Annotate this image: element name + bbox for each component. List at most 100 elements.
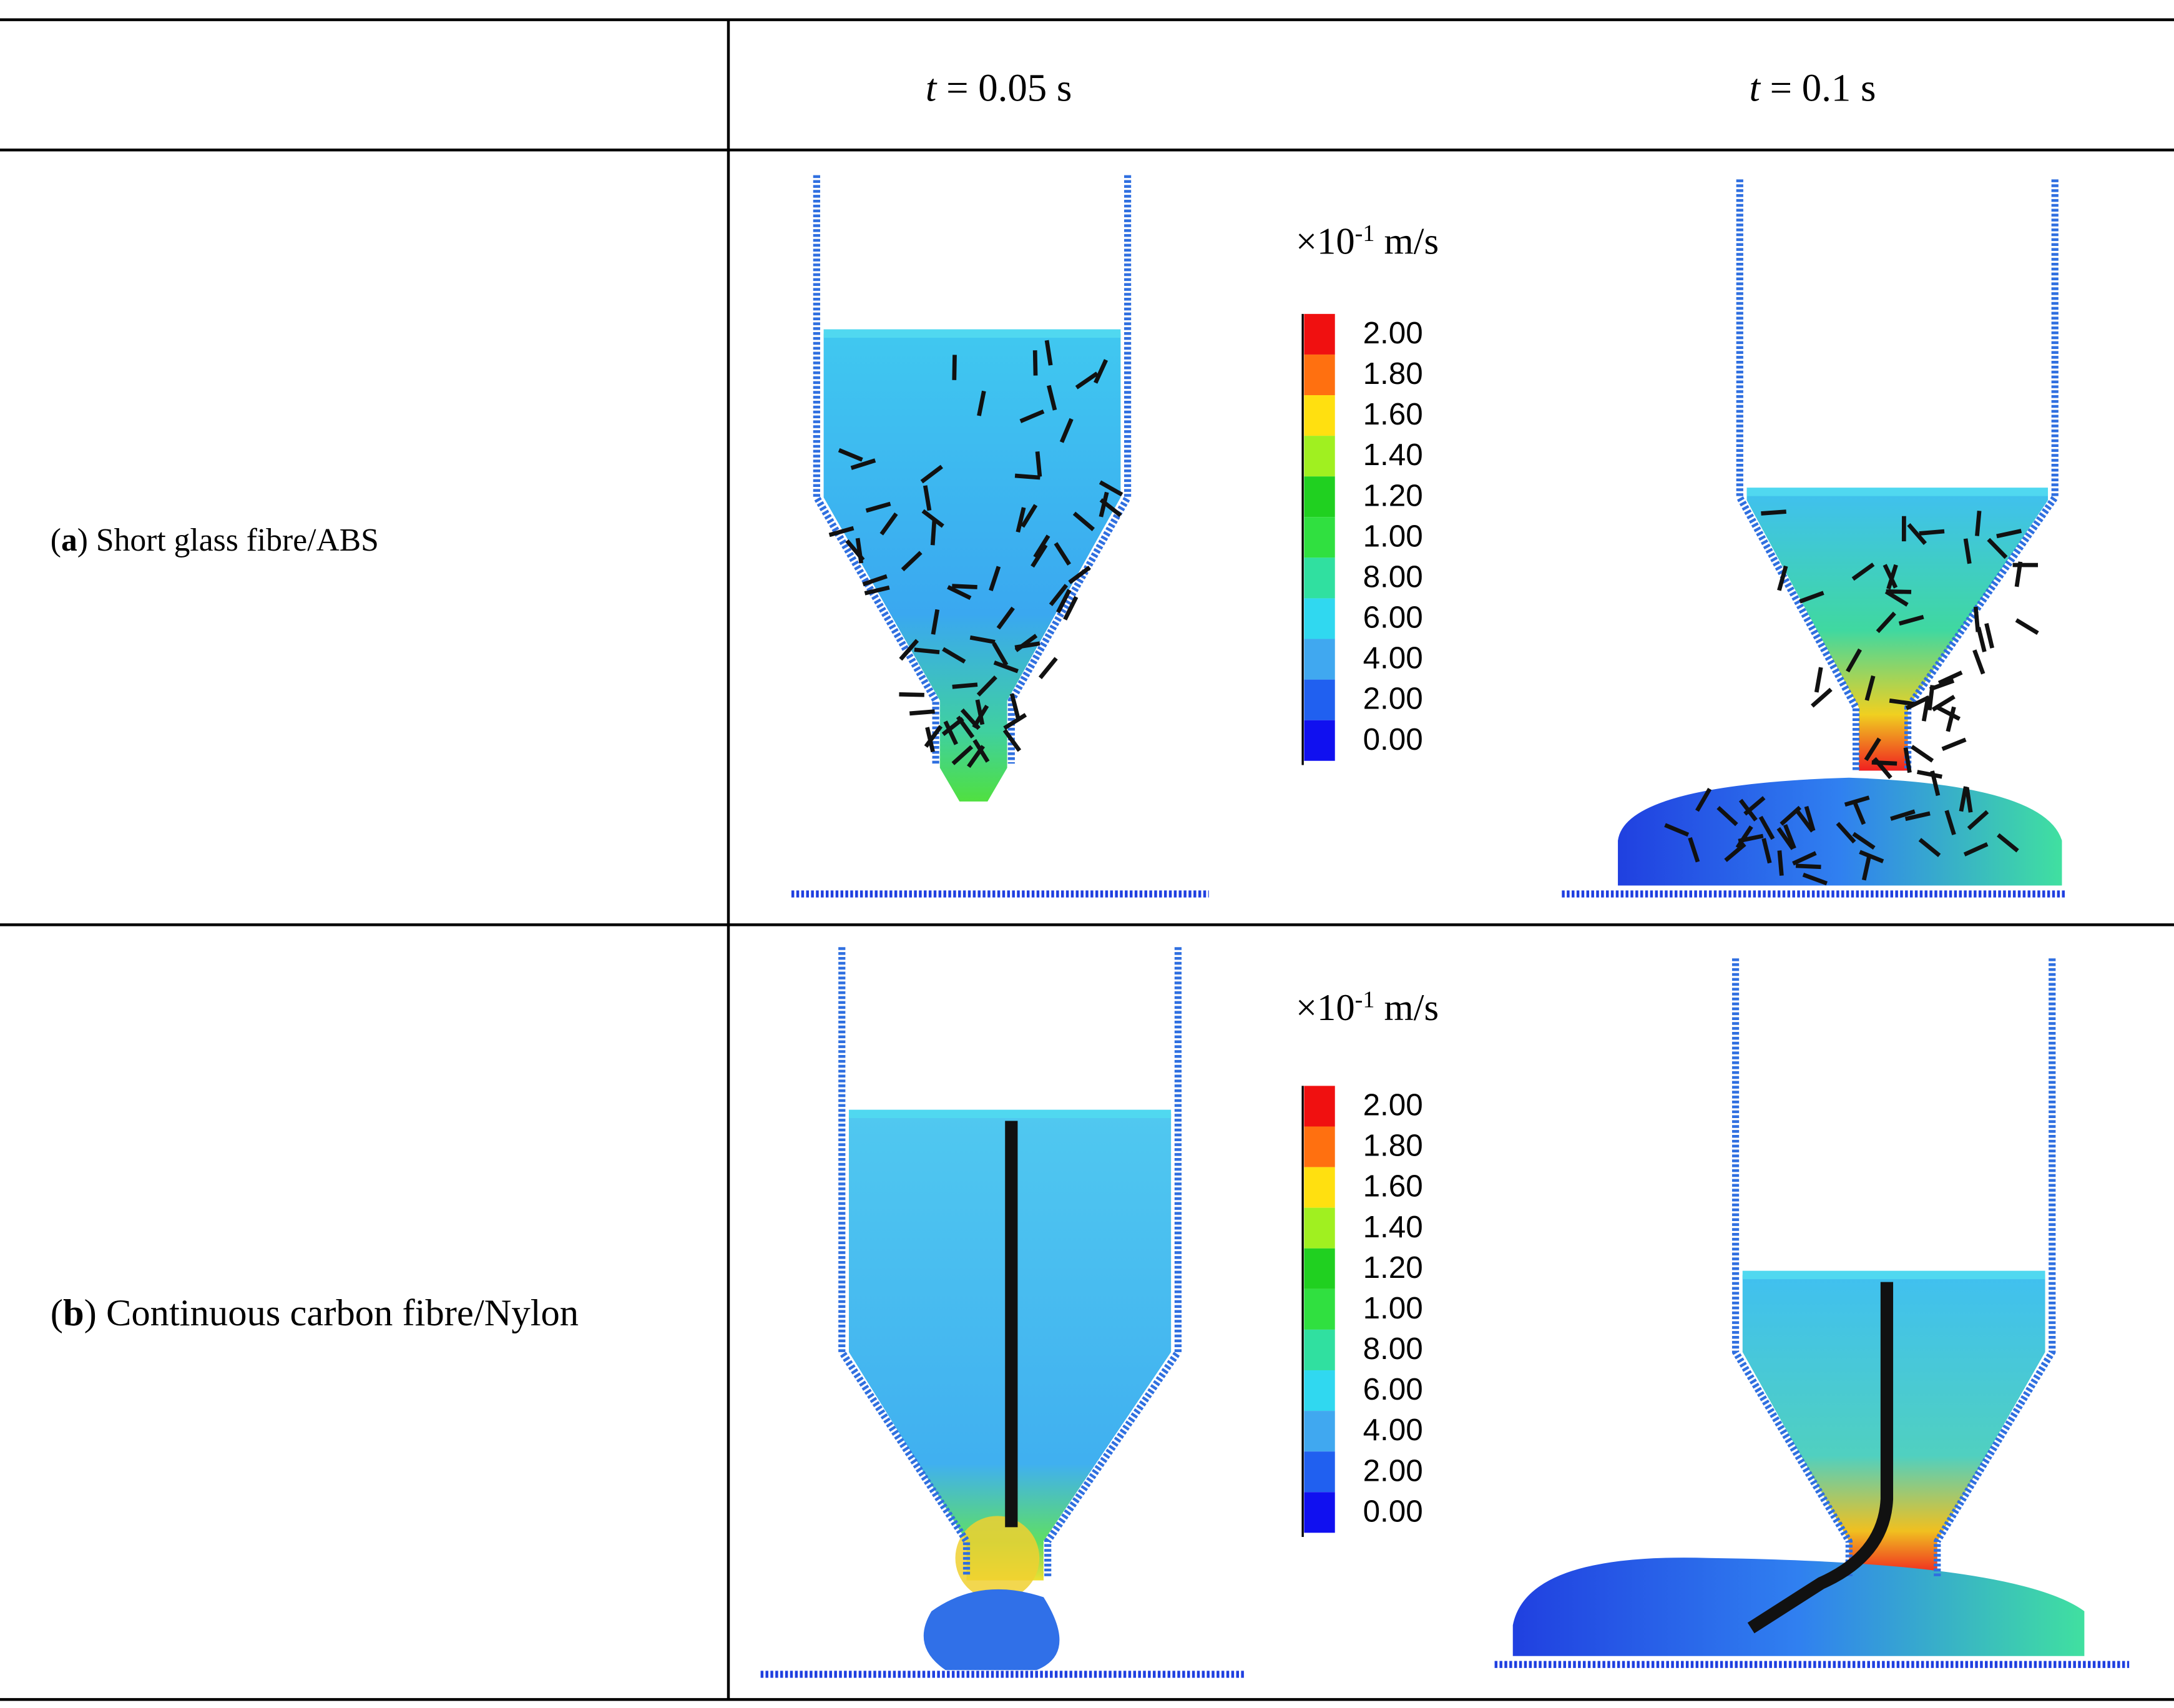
colorbar-band: [1304, 1329, 1335, 1370]
fibre: [1871, 760, 1897, 766]
fibre: [942, 647, 966, 664]
fibre: [1094, 359, 1109, 384]
fibre: [865, 501, 891, 513]
fibre: [1735, 825, 1753, 849]
fibre: [969, 635, 996, 644]
colorbar-band: [1304, 1492, 1335, 1533]
fibre: [879, 512, 898, 536]
fibre: [1804, 806, 1816, 832]
shape: ) Continuous carbon fibre/Nylon: [84, 1292, 579, 1334]
fibre: [989, 566, 1001, 591]
fibre: [992, 642, 1009, 666]
fibre: [956, 715, 975, 739]
fibre: [1099, 480, 1124, 497]
colorbar-band: [1304, 1451, 1335, 1493]
fibre: [1929, 679, 1955, 692]
fibre: [1937, 670, 1963, 685]
colorbar-band: [1304, 598, 1335, 639]
fibre: [1964, 787, 1973, 813]
fibre: [1780, 805, 1801, 826]
fibre: [864, 585, 890, 596]
colorbar-band: [1304, 1248, 1335, 1289]
fibre: [1852, 832, 1876, 850]
fibre: [952, 584, 977, 589]
colorbar-tick-label: 1.80: [1363, 1129, 1423, 1163]
colorbar-tick-label: 1.80: [1363, 356, 1423, 391]
fibre: [1889, 698, 1915, 707]
fibre: [1068, 566, 1091, 584]
fibre: [1967, 810, 1989, 830]
colorbar-band: [1304, 1086, 1335, 1127]
fibre: [1864, 737, 1881, 762]
fibre: [1944, 810, 1956, 835]
fibre: [1931, 695, 1956, 712]
fibre: [1836, 822, 1856, 844]
colorbar-band: [1304, 1167, 1335, 1208]
fibre: [1876, 611, 1896, 634]
colorbar-band: [1304, 679, 1335, 720]
colorbar-band: [1304, 1411, 1335, 1452]
fibre: [1059, 418, 1074, 443]
colorbar-band: [1304, 517, 1335, 558]
fibre: [947, 585, 972, 601]
fibre: [1032, 350, 1038, 376]
simulation-a-early: [791, 175, 1209, 898]
fibre: [1724, 842, 1746, 862]
fibre: [951, 745, 974, 765]
colorbar-tick-label: 6.00: [1363, 601, 1423, 635]
colorbar-tick-label: 1.20: [1363, 1250, 1423, 1285]
fibre: [1776, 827, 1795, 850]
fibre: [2015, 618, 2039, 636]
colorbar-band: [1304, 1207, 1335, 1249]
fibre: [1044, 340, 1053, 366]
fibre: [1664, 823, 1690, 837]
colorbar-band: [1304, 313, 1335, 355]
fibre: [1795, 863, 1821, 870]
colorbar-band: [1304, 476, 1335, 518]
fibre: [1031, 544, 1048, 568]
fibre: [1795, 810, 1814, 833]
fibre: [993, 660, 1019, 674]
colorbar-band: [1304, 720, 1335, 761]
fibre: [977, 390, 986, 416]
fibre: [828, 526, 854, 537]
fibre: [899, 692, 924, 697]
fibre: [952, 355, 957, 380]
fibre: [1963, 538, 1972, 564]
shape: [1736, 179, 1860, 771]
fibre: [931, 609, 940, 635]
fibre: [920, 464, 943, 484]
fibre: [850, 458, 876, 470]
fibre: [1802, 872, 1828, 886]
fibre: [1861, 855, 1872, 881]
fibre: [1898, 614, 1924, 626]
fibre: [1075, 371, 1099, 390]
fibre: [838, 448, 863, 462]
fibre: [1049, 584, 1069, 607]
shape: -1: [1355, 987, 1375, 1013]
shape: -1: [1355, 220, 1375, 247]
row-labels: (a) Short glass fibre/ABS (b) Continuous…: [51, 523, 579, 1334]
shape: (: [51, 523, 61, 558]
fibre: [1758, 815, 1775, 840]
shape: [1904, 179, 2059, 771]
fibre: [1859, 850, 1884, 863]
colorbar-band: [1304, 639, 1335, 680]
fibre: [921, 509, 944, 528]
shape: ×10: [1296, 987, 1355, 1029]
shape: a: [61, 523, 77, 558]
fibre: [855, 537, 864, 564]
fibre: [1919, 529, 1945, 536]
fibre: [1009, 693, 1021, 719]
fibre: [1918, 838, 1941, 858]
colorbar-tick-label: 0.00: [1363, 1494, 1423, 1528]
fibre: [1844, 795, 1870, 807]
colorbar-band: [1304, 1370, 1335, 1411]
fibre: [1811, 687, 1833, 708]
fibre: [1099, 491, 1109, 518]
shape: t: [926, 66, 938, 110]
colorbar-band: [1304, 1126, 1335, 1167]
fibre: [1019, 409, 1045, 423]
fibre: [1910, 745, 1934, 763]
